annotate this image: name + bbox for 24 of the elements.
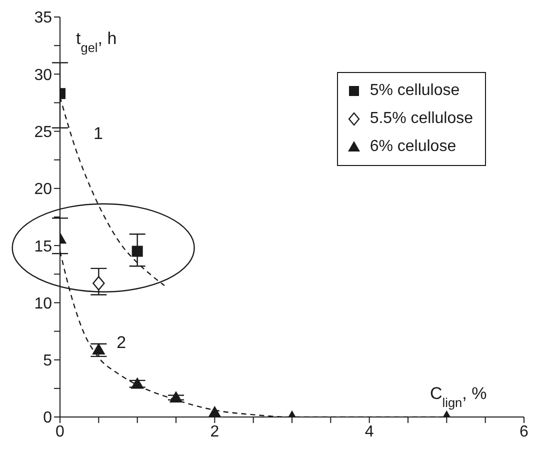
point (208, 406, 222, 417)
x-tick-label: 0 (56, 423, 65, 440)
point (169, 390, 183, 403)
point (130, 377, 144, 389)
y-tick-label: 35 (34, 10, 52, 27)
x-tick-label: 2 (210, 423, 220, 440)
point (92, 342, 106, 355)
x-tick-label: 6 (520, 423, 529, 440)
y-tick-label: 5 (43, 352, 52, 370)
y-tick-label: 30 (34, 66, 52, 84)
x-tick-label: 4 (364, 423, 374, 440)
legend-label: 5.5% cellulose (370, 109, 473, 129)
y-axis-title: t$_{gel}$, h (76, 29, 117, 54)
legend-label: 6% celulose (370, 137, 456, 157)
y-tick-label: 0 (43, 410, 52, 427)
y-tick-label: 15 (34, 238, 52, 256)
annotation: 2 (116, 333, 126, 352)
annotation: 1 (93, 124, 103, 143)
y-tick-label: 25 (34, 124, 52, 141)
legend-label: 5% cellulose (370, 81, 460, 101)
y-tick-label: 10 (34, 295, 52, 312)
y-tick-label: 20 (34, 181, 52, 198)
x-axis-title: C$_{lign}$, % (430, 384, 487, 410)
point (92, 276, 105, 290)
